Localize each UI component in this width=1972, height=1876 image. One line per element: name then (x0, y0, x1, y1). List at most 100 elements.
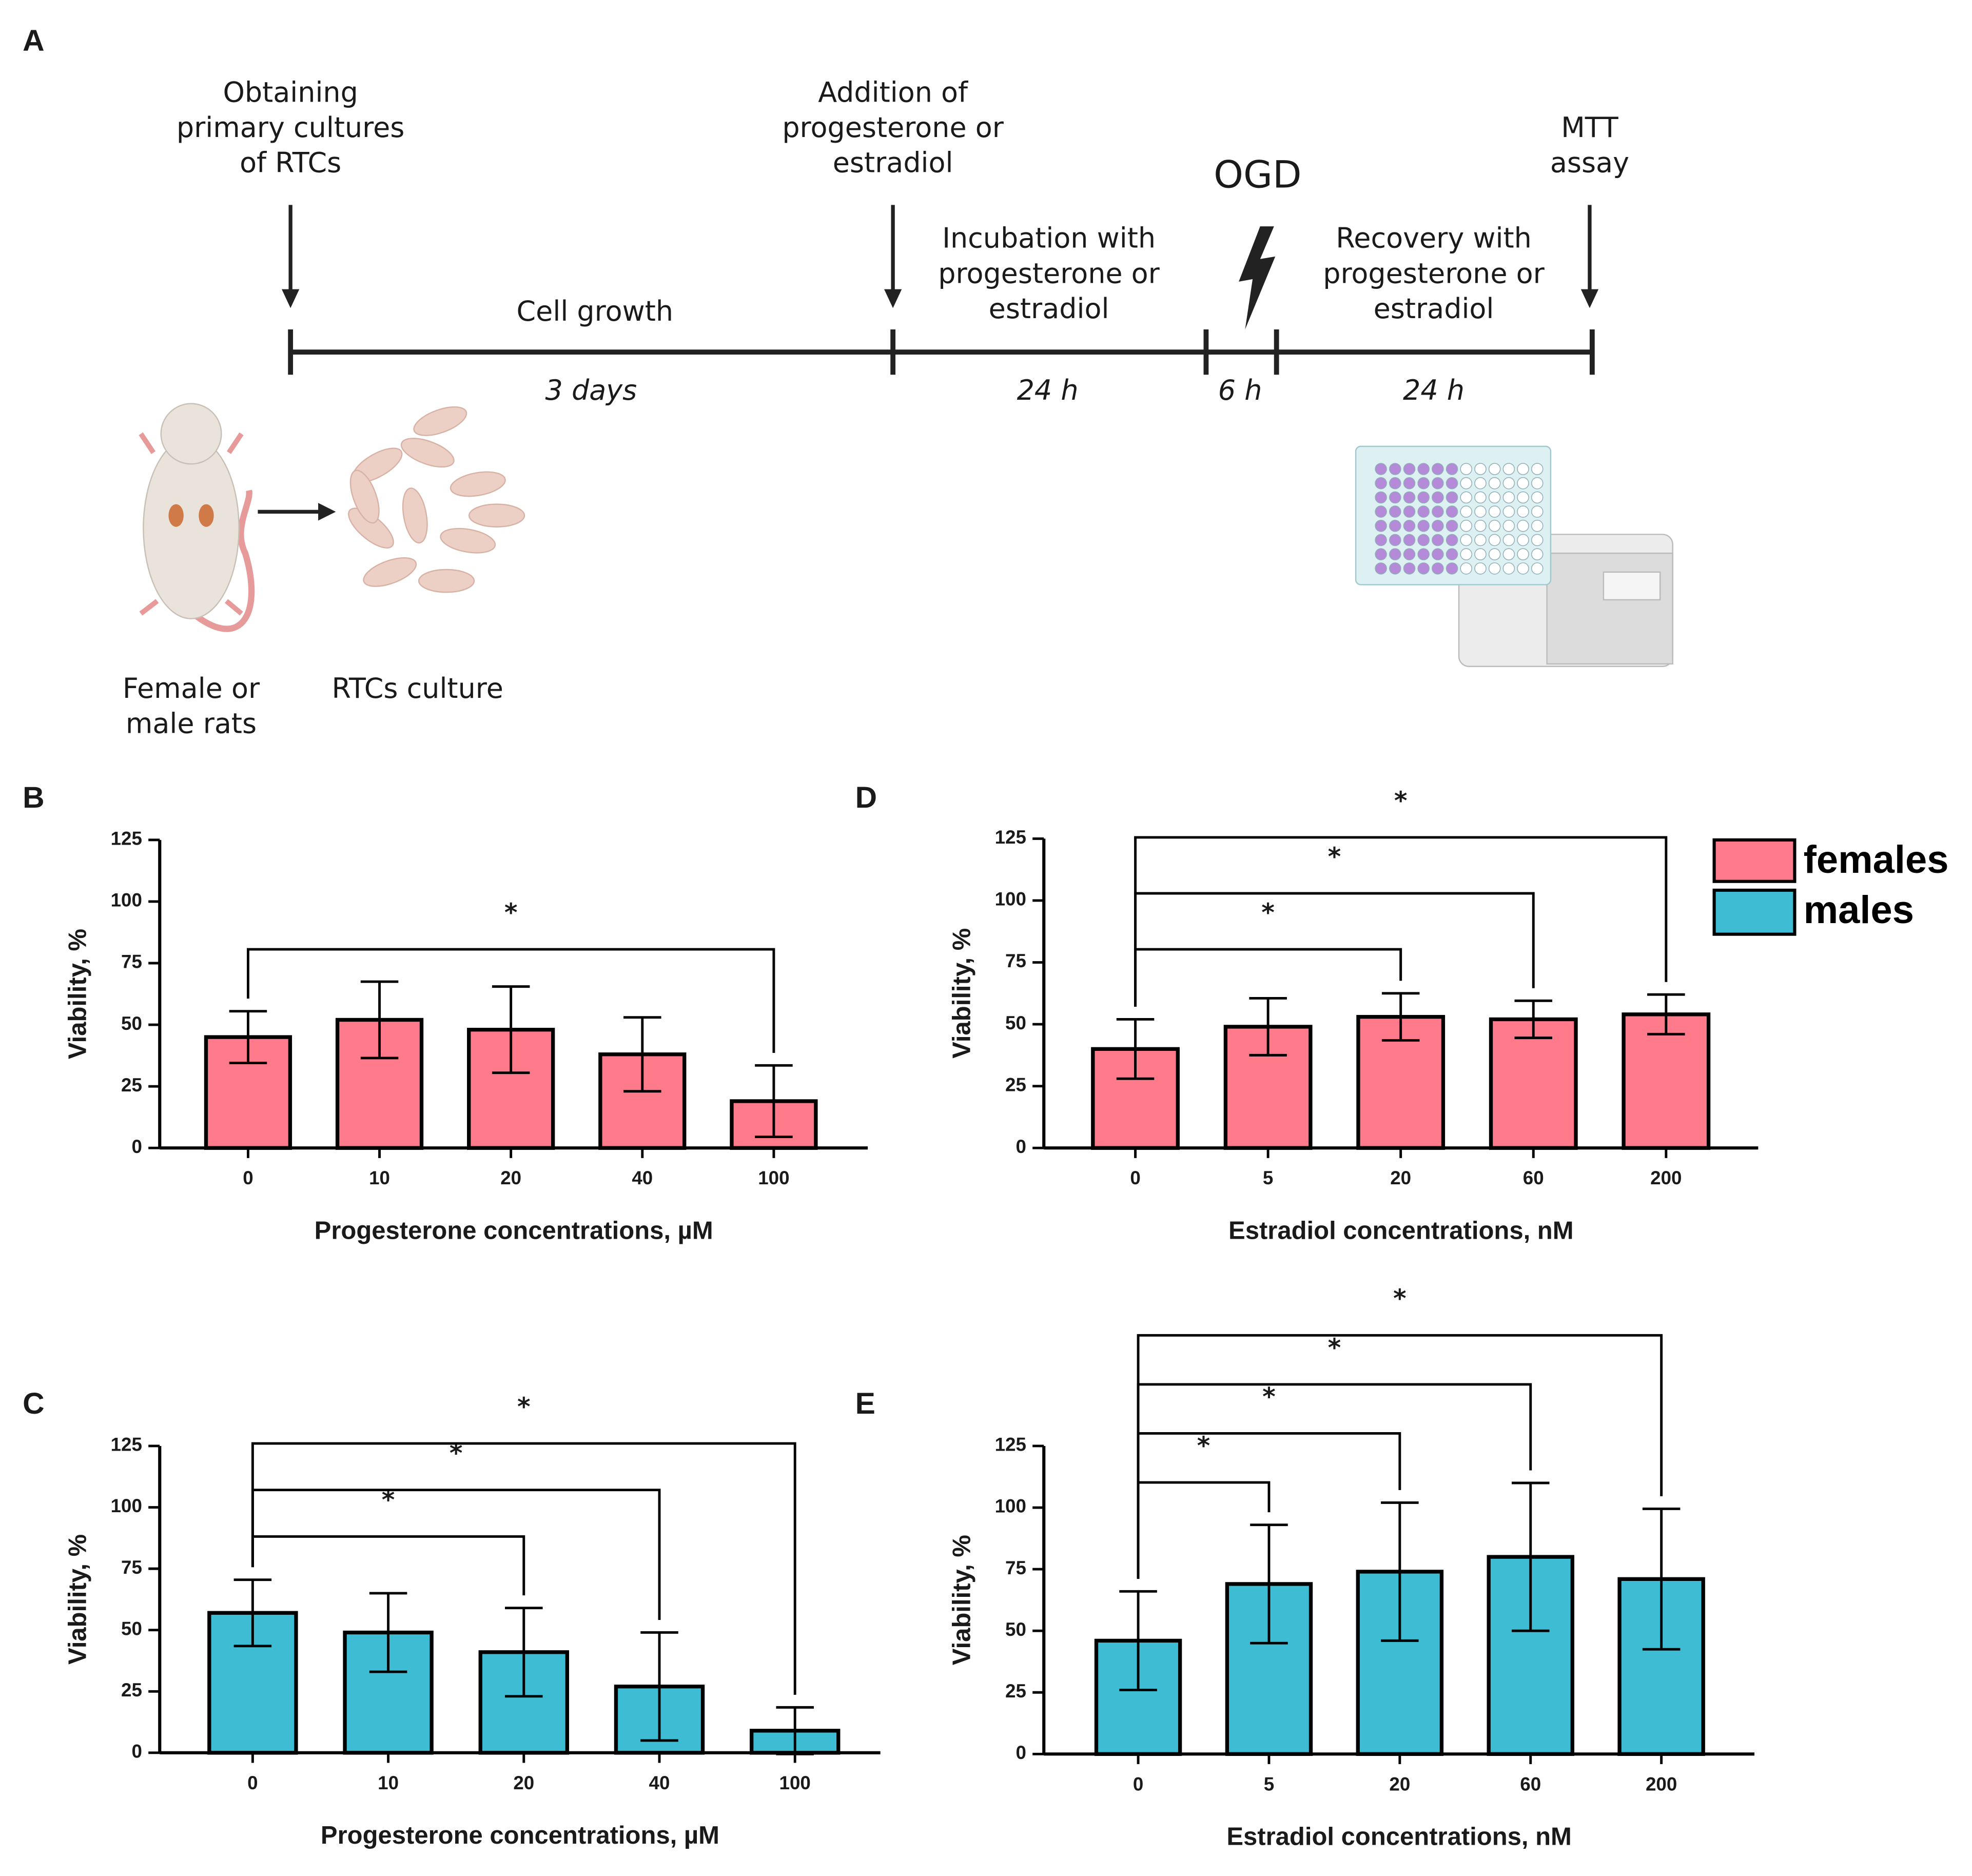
significance-label: * (1328, 842, 1341, 871)
x-tick-label: 20 (1389, 1773, 1410, 1794)
well (1375, 477, 1387, 490)
well (1432, 534, 1444, 546)
x-axis-title: Progesterone concentrations, µM (315, 1217, 713, 1244)
arrow-heads (282, 226, 1599, 521)
event-label: MTT (1561, 111, 1619, 144)
panel-a-text: Obtaining primary cultures of RTCs Addit… (123, 76, 1629, 739)
well (1488, 534, 1501, 546)
x-tick-label: 100 (779, 1772, 811, 1793)
well (1488, 491, 1501, 504)
x-tick-label: 10 (369, 1167, 390, 1188)
well (1488, 562, 1501, 575)
image-caption: RTCs culture (331, 672, 503, 705)
y-tick-label: 0 (1016, 1136, 1026, 1157)
well (1531, 505, 1544, 518)
well (1502, 491, 1515, 504)
well (1517, 534, 1529, 546)
x-tick-label: 0 (1130, 1167, 1140, 1188)
y-tick-label: 25 (121, 1679, 142, 1701)
y-tick-label: 125 (111, 828, 142, 849)
phase-label: OGD (1214, 153, 1301, 197)
well (1502, 463, 1515, 475)
panel-letter: A (23, 24, 44, 57)
cell (413, 406, 467, 436)
significance-bracket (246, 948, 775, 1053)
well (1502, 534, 1515, 546)
phase-label: Incubation with (942, 222, 1156, 255)
x-tick-label: 60 (1523, 1167, 1544, 1188)
event-label: assay (1550, 147, 1629, 179)
well (1446, 505, 1458, 518)
well (1502, 519, 1515, 532)
cell (363, 557, 417, 587)
y-axis-title: Viability, % (948, 1535, 975, 1665)
cell (402, 487, 428, 544)
well (1403, 562, 1416, 575)
x-tick-label: 20 (513, 1772, 534, 1793)
x-tick-label: 200 (1650, 1167, 1682, 1188)
x-tick-label: 0 (1133, 1773, 1143, 1794)
significance-label: * (1262, 1382, 1276, 1411)
phase-label: estradiol (989, 292, 1109, 325)
cell (400, 438, 455, 468)
well (1517, 519, 1529, 532)
panel-letter: B (23, 781, 44, 814)
well (1389, 463, 1401, 475)
well (1460, 548, 1473, 560)
significance-bracket (251, 1442, 796, 1695)
well (1488, 519, 1501, 532)
well (1474, 548, 1487, 560)
well (1502, 477, 1515, 490)
y-tick-label: 75 (121, 1557, 142, 1578)
well (1432, 505, 1444, 518)
event-label: progesterone or (782, 111, 1004, 144)
legend-label: females (1804, 838, 1949, 882)
well (1432, 562, 1444, 575)
cell (349, 470, 380, 524)
well (1446, 519, 1458, 532)
x-tick-label: 0 (247, 1772, 258, 1793)
well (1517, 491, 1529, 504)
y-tick-label: 25 (1005, 1074, 1026, 1095)
well (1375, 491, 1387, 504)
y-tick-label: 50 (121, 1618, 142, 1639)
well (1417, 548, 1430, 560)
x-tick-label: 200 (1646, 1773, 1677, 1794)
well (1446, 562, 1458, 575)
well (1474, 534, 1487, 546)
well (1460, 491, 1473, 504)
well (1474, 477, 1487, 490)
well (1531, 477, 1544, 490)
well (1446, 463, 1458, 475)
well (1389, 534, 1401, 546)
x-tick-label: 20 (500, 1167, 521, 1188)
well (1417, 491, 1430, 504)
phase-duration: 24 h (1017, 374, 1079, 406)
panel-letter: D (855, 781, 877, 814)
well (1403, 534, 1416, 546)
y-tick-label: 100 (111, 1495, 142, 1516)
legend-swatch (1712, 838, 1797, 883)
y-tick-label: 25 (1005, 1680, 1026, 1702)
y-tick-label: 125 (111, 1434, 142, 1455)
well (1432, 548, 1444, 560)
y-tick-label: 75 (121, 951, 142, 972)
well (1488, 463, 1501, 475)
well (1375, 463, 1387, 475)
well (1403, 519, 1416, 532)
cell (348, 507, 394, 549)
cells-illustration (348, 406, 525, 593)
significance-label: * (504, 898, 518, 927)
y-tick-label: 50 (1005, 1619, 1026, 1640)
cell (440, 527, 496, 554)
phase-duration: 3 days (545, 374, 637, 406)
well (1531, 463, 1544, 475)
x-tick-label: 40 (649, 1772, 670, 1793)
phase-label: Recovery with (1336, 222, 1531, 255)
phase-duration: 24 h (1403, 374, 1465, 406)
image-caption: male rats (126, 708, 257, 740)
well (1531, 519, 1544, 532)
well (1488, 548, 1501, 560)
y-tick-label: 0 (131, 1136, 142, 1157)
